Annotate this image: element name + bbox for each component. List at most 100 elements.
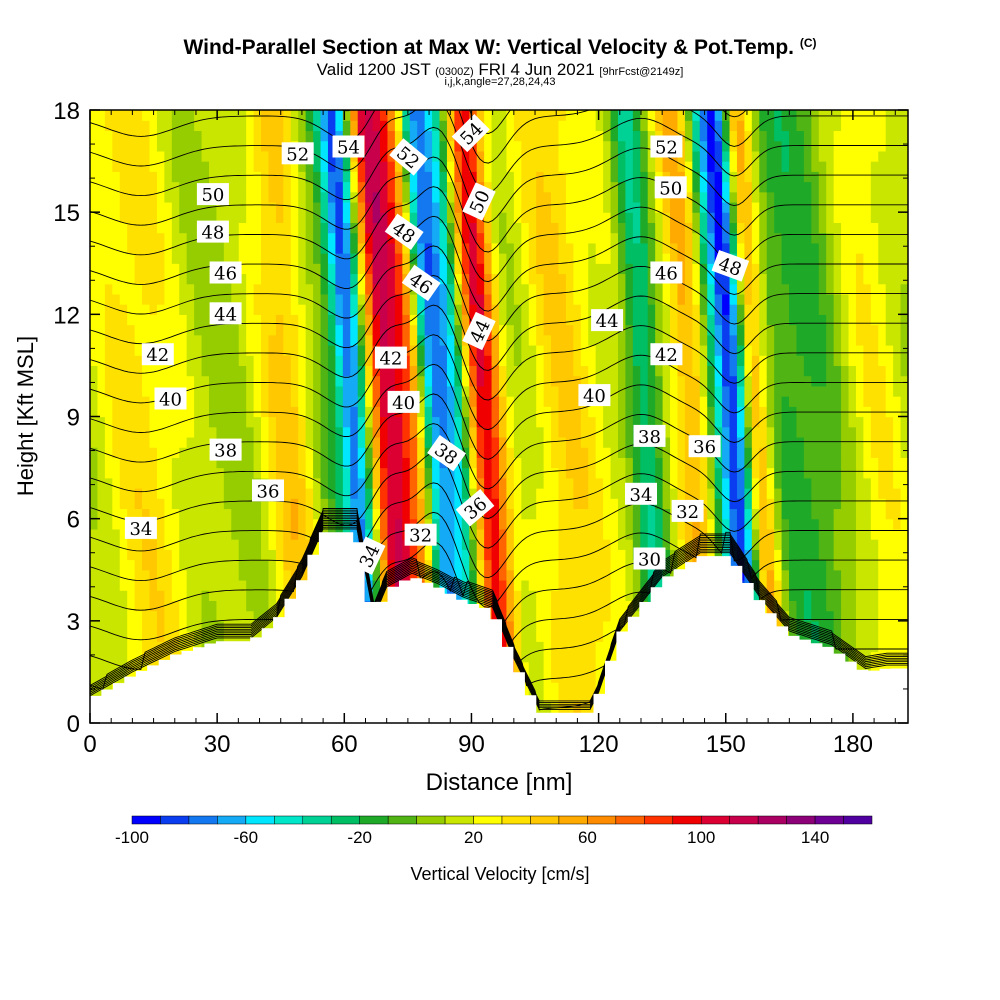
velocity-cell xyxy=(104,426,113,438)
velocity-cell xyxy=(246,273,255,285)
velocity-cell xyxy=(201,314,210,326)
velocity-cell xyxy=(796,426,805,438)
velocity-cell xyxy=(171,344,180,356)
velocity-cell xyxy=(714,385,723,397)
velocity-cell xyxy=(781,334,790,346)
velocity-cell xyxy=(870,283,879,295)
velocity-cell xyxy=(97,406,106,418)
velocity-cell xyxy=(677,467,686,479)
velocity-cell xyxy=(751,334,760,346)
velocity-cell xyxy=(275,498,284,510)
velocity-cell xyxy=(729,488,738,499)
velocity-cell xyxy=(365,365,374,377)
velocity-cell xyxy=(90,293,99,305)
velocity-cell xyxy=(573,324,582,336)
velocity-cell xyxy=(238,508,247,520)
velocity-cell xyxy=(766,293,775,305)
velocity-cell xyxy=(677,324,686,336)
velocity-cell xyxy=(149,620,158,632)
velocity-cell xyxy=(833,528,842,540)
velocity-cell xyxy=(275,293,284,305)
velocity-cell xyxy=(573,365,582,377)
velocity-cell xyxy=(841,590,850,601)
velocity-cell xyxy=(870,314,879,326)
velocity-cell xyxy=(283,314,292,326)
velocity-cell xyxy=(439,477,448,489)
velocity-cell xyxy=(565,528,574,540)
velocity-cell xyxy=(543,610,552,622)
velocity-cell xyxy=(119,293,128,305)
velocity-cell xyxy=(171,436,180,448)
velocity-cell xyxy=(707,498,716,510)
velocity-cell xyxy=(870,528,879,540)
velocity-cell xyxy=(573,263,582,275)
velocity-cell xyxy=(811,528,820,540)
velocity-cell xyxy=(231,365,240,377)
velocity-cell xyxy=(513,467,522,479)
velocity-cell xyxy=(372,518,381,530)
velocity-cell xyxy=(357,396,366,407)
velocity-cell xyxy=(201,253,210,264)
velocity-cell xyxy=(603,559,612,571)
velocity-cell xyxy=(833,518,842,530)
velocity-cell xyxy=(662,416,671,428)
velocity-cell xyxy=(171,314,180,326)
velocity-cell xyxy=(179,559,188,571)
velocity-cell xyxy=(848,385,857,397)
velocity-cell xyxy=(595,651,604,663)
velocity-cell xyxy=(826,457,835,469)
velocity-cell xyxy=(528,488,537,499)
velocity-cell xyxy=(848,375,857,387)
velocity-cell xyxy=(900,559,908,571)
velocity-cell xyxy=(119,406,128,418)
velocity-cell xyxy=(818,426,827,438)
velocity-cell xyxy=(409,324,418,336)
velocity-cell xyxy=(744,396,753,407)
velocity-cell xyxy=(179,610,188,622)
velocity-cell xyxy=(818,324,827,336)
velocity-cell xyxy=(536,600,545,612)
velocity-cell xyxy=(298,508,307,520)
velocity-cell xyxy=(238,416,247,428)
velocity-cell xyxy=(617,283,627,295)
velocity-cell xyxy=(670,365,679,377)
velocity-cell xyxy=(201,528,210,540)
velocity-cell xyxy=(365,273,374,285)
velocity-cell xyxy=(863,508,872,520)
velocity-cell xyxy=(112,651,121,663)
velocity-cell xyxy=(506,590,515,601)
velocity-cell xyxy=(134,375,143,387)
velocity-cell xyxy=(632,396,641,407)
velocity-cell xyxy=(357,436,366,448)
velocity-cell xyxy=(342,436,351,448)
velocity-cell xyxy=(112,559,121,571)
velocity-cell xyxy=(632,293,641,305)
velocity-cell xyxy=(543,631,552,642)
velocity-cell xyxy=(551,518,560,530)
velocity-cell xyxy=(900,283,908,295)
velocity-cell xyxy=(759,385,768,397)
velocity-cell xyxy=(714,344,723,356)
velocity-cell xyxy=(863,620,872,632)
velocity-cell xyxy=(833,488,842,499)
velocity-cell xyxy=(766,365,775,377)
velocity-cell xyxy=(818,467,827,479)
velocity-cell xyxy=(216,385,225,397)
velocity-cell xyxy=(699,426,708,438)
velocity-cell xyxy=(551,314,560,326)
velocity-cell xyxy=(365,518,374,530)
velocity-cell xyxy=(283,559,292,571)
velocity-cell xyxy=(156,365,165,377)
velocity-cell xyxy=(759,457,768,469)
velocity-cell xyxy=(826,263,835,275)
velocity-cell xyxy=(551,692,560,704)
velocity-cell xyxy=(714,314,723,326)
velocity-cell xyxy=(595,406,604,418)
velocity-cell xyxy=(112,436,121,448)
velocity-cell xyxy=(201,283,210,295)
velocity-cell xyxy=(870,447,879,458)
velocity-cell xyxy=(417,304,426,315)
velocity-cell xyxy=(194,314,203,326)
velocity-cell xyxy=(387,283,396,295)
velocity-cell xyxy=(134,334,143,346)
